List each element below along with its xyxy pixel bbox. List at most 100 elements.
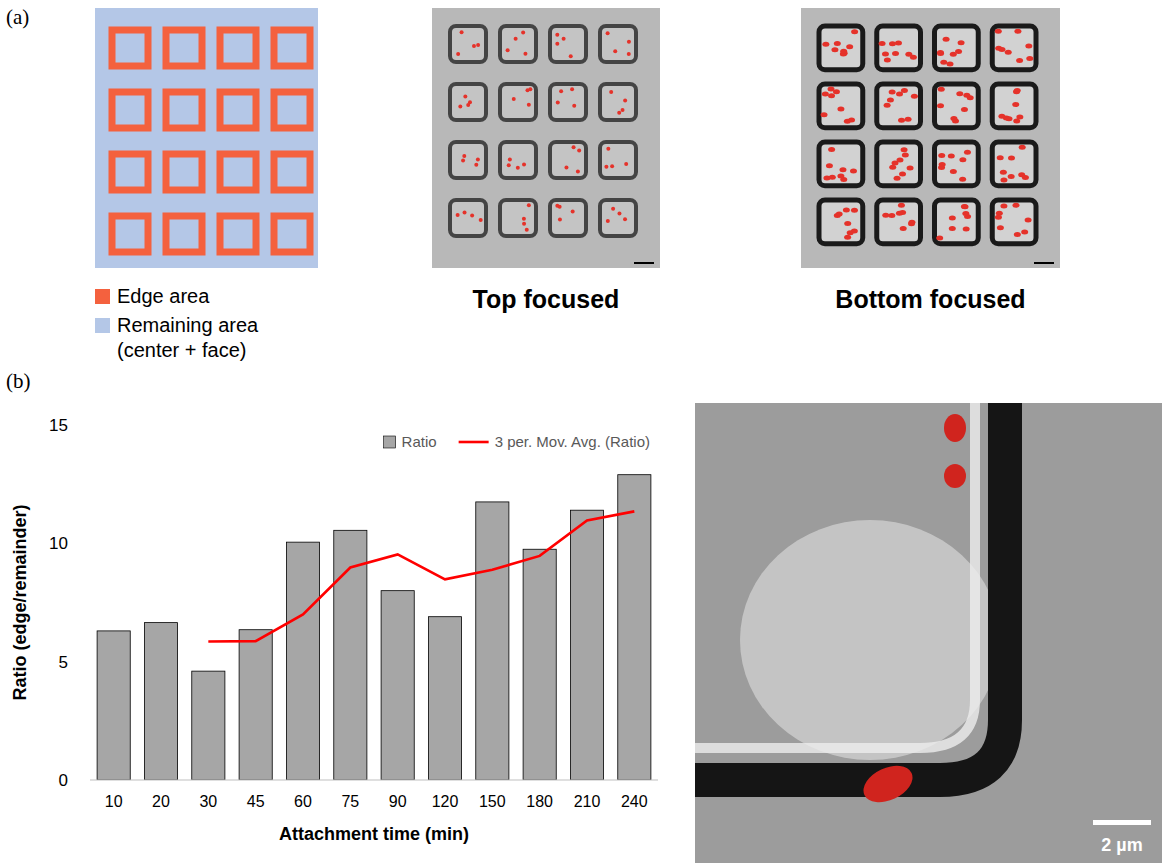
legend-swatch — [459, 441, 489, 444]
y-axis-title: Ratio (edge/remainder) — [10, 504, 30, 700]
well — [992, 200, 1036, 244]
cell — [821, 112, 828, 117]
cell — [555, 33, 559, 37]
cell — [828, 147, 835, 152]
cell — [571, 210, 575, 214]
cell — [901, 88, 908, 93]
legend-label: Edge area — [117, 285, 210, 307]
cell — [1025, 44, 1032, 49]
scale-mark — [634, 262, 654, 264]
edge-highlight — [695, 403, 975, 748]
well — [600, 142, 636, 178]
x-tick-label: 150 — [479, 793, 506, 810]
cell — [627, 52, 631, 56]
well — [600, 84, 636, 120]
cell — [822, 42, 829, 47]
cell — [472, 44, 476, 48]
well — [992, 142, 1036, 186]
x-tick-label: 10 — [105, 793, 123, 810]
cell — [522, 162, 526, 166]
cell — [525, 88, 529, 92]
well — [877, 142, 921, 186]
cell — [522, 217, 526, 221]
cell — [882, 52, 889, 57]
cell — [617, 111, 621, 115]
cell — [898, 203, 905, 208]
cell — [1016, 114, 1023, 119]
cell — [892, 51, 899, 56]
well — [935, 26, 979, 70]
cell — [617, 212, 621, 216]
cell — [572, 145, 576, 149]
cell — [829, 175, 836, 180]
cell — [828, 87, 835, 92]
cell — [949, 215, 956, 220]
cell — [828, 93, 835, 98]
cell — [569, 54, 573, 58]
cell — [997, 155, 1004, 160]
x-tick-label: 60 — [294, 793, 312, 810]
cell — [947, 61, 954, 66]
edge-area — [274, 154, 310, 190]
cell — [610, 164, 614, 168]
cell — [851, 29, 858, 34]
cell — [839, 167, 846, 172]
cell — [1000, 178, 1007, 183]
cell — [943, 37, 950, 42]
legend-label: (center + face) — [117, 339, 247, 361]
cell — [611, 207, 615, 211]
cell — [851, 229, 858, 234]
cell — [998, 47, 1005, 52]
cell — [995, 29, 1002, 34]
cell — [462, 154, 466, 158]
cell — [564, 165, 568, 169]
edge-area — [166, 154, 202, 190]
image-caption: Top focused — [473, 285, 620, 313]
cell — [961, 107, 968, 112]
cell — [562, 37, 566, 41]
cell — [559, 89, 563, 93]
micrograph — [432, 8, 660, 268]
cell — [508, 157, 512, 161]
cell — [460, 30, 464, 34]
scale-mark — [1034, 262, 1054, 264]
edge-area — [220, 30, 256, 66]
cell — [476, 157, 480, 161]
cell — [1012, 102, 1019, 107]
cell — [606, 147, 610, 151]
cell — [843, 208, 850, 213]
legend: 3 per. Mov. Avg. (Ratio)Ratio — [384, 433, 650, 450]
cell — [558, 205, 562, 209]
cell — [837, 174, 844, 179]
well — [819, 142, 863, 186]
bar — [286, 542, 319, 780]
bar — [239, 630, 272, 780]
cell — [879, 41, 886, 46]
scale-bar-label: 2 µm — [1101, 835, 1142, 855]
legend-swatch — [384, 436, 396, 448]
well — [935, 84, 979, 128]
x-tick-label: 180 — [526, 793, 553, 810]
well — [819, 84, 863, 128]
image-bg — [432, 8, 660, 268]
bar — [428, 617, 461, 780]
edge-area — [112, 216, 148, 252]
cell — [894, 176, 901, 181]
edge-area — [166, 216, 202, 252]
cell — [889, 41, 896, 46]
cell — [1021, 229, 1028, 234]
cell — [606, 31, 610, 35]
cell — [911, 94, 918, 99]
cell — [901, 147, 908, 152]
cell — [938, 87, 945, 92]
well — [600, 26, 636, 62]
cell — [907, 165, 914, 170]
micrograph — [801, 8, 1060, 268]
x-tick-label: 75 — [341, 793, 359, 810]
cell — [1000, 170, 1007, 175]
cell — [896, 211, 903, 216]
bar — [570, 510, 603, 780]
cell — [507, 163, 511, 167]
cell — [470, 214, 474, 218]
edge-area — [166, 30, 202, 66]
